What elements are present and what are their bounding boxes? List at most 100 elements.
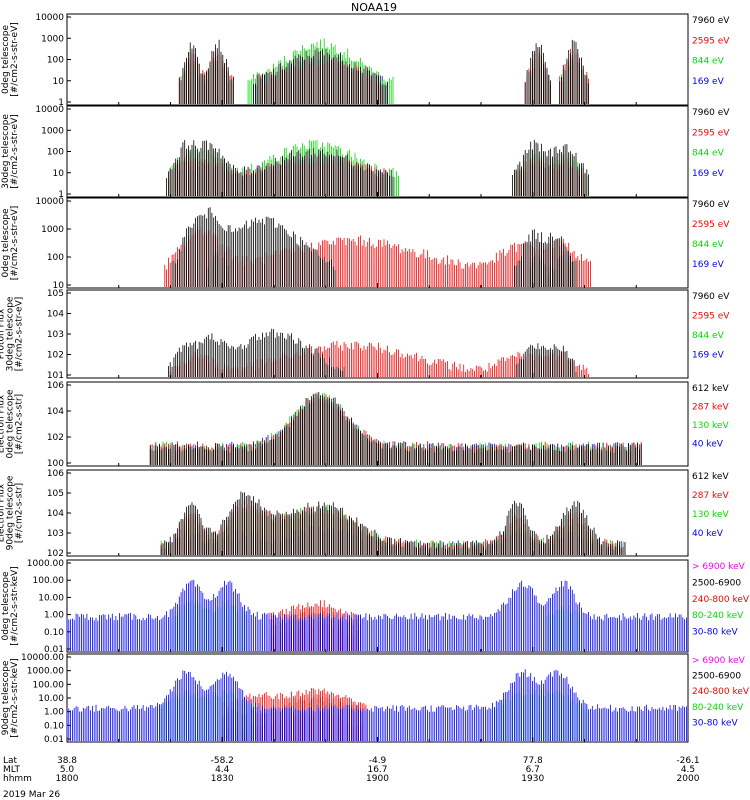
series-7960-ev — [178, 39, 589, 104]
legend-7960-ev: 7960 eV — [692, 200, 730, 210]
y-tick-label: 1000.00 — [27, 559, 64, 569]
panel-3: 10000 1000 100 10 Proton Flux0deg telescope[… — [0, 197, 730, 291]
legend-169-ev: 169 eV — [692, 351, 725, 361]
axis-tick-value: 1800 — [56, 774, 79, 784]
panel-5: 106 104 102 100 MEPEDElectron Flux0deg teles… — [0, 381, 729, 469]
axis-tick-value: 38.8 — [57, 756, 77, 766]
y-tick-label: 105 — [47, 289, 64, 299]
y-tick-label: 0.10 — [44, 721, 64, 731]
y-axis-label: MEPEDElectron Flux0deg telescope[#/cm2-s… — [0, 389, 25, 459]
y-tick-label: 1000 — [41, 126, 64, 136]
legend-40-kev: 40 keV — [692, 440, 724, 450]
y-tick-label: 102 — [47, 433, 64, 443]
y-tick-label: 102 — [47, 351, 64, 361]
y-tick-label: 104 — [47, 407, 64, 417]
y-tick-label: 0.01 — [44, 645, 64, 655]
y-axis-label: TEDProton Flux30deg telescope[#/cm2-s-st… — [0, 296, 25, 371]
y-tick-label: 10 — [53, 169, 65, 179]
legend-240-800-kev: 240-800 keV — [692, 687, 750, 697]
panel-frame — [66, 559, 689, 653]
legend-30-80-kev: 30-80 keV — [692, 628, 738, 638]
y-tick-label: 104 — [47, 509, 64, 519]
y-tick-label: 1000 — [41, 34, 64, 44]
axis-tick-value: 4.4 — [215, 765, 230, 775]
y-tick-label: 100 — [47, 253, 64, 263]
y-tick-label: 1 — [58, 98, 64, 108]
axis-tick-value: 1830 — [211, 774, 234, 784]
y-tick-label: 10000 — [35, 197, 64, 207]
legend-169-ev: 169 eV — [692, 260, 725, 270]
panel-6: 106 105 104 103 102 MEPEDElectron Flux90deg t… — [0, 469, 729, 559]
legend-7960-ev: 7960 eV — [692, 292, 730, 302]
panel-frame — [66, 105, 689, 198]
y-tick-label: 100.00 — [33, 680, 65, 690]
panel-1: 10000 1000 100 10 1 Electron Flux0deg telesco… — [0, 13, 730, 108]
y-axis-label: Proton Flux0deg telescope[#/cm2-s-str-eV… — [0, 206, 20, 281]
series-844-ev — [168, 140, 588, 196]
y-tick-label: 10000 — [35, 105, 64, 115]
legend-80-240-kev: 80-240 keV — [692, 703, 744, 713]
legend-7960-ev: 7960 eV — [692, 16, 730, 26]
y-tick-label: 10.00 — [38, 593, 64, 603]
legend-844-ev: 844 eV — [692, 331, 725, 341]
panel-frame — [66, 653, 689, 743]
y-tick-label: 103 — [47, 529, 64, 539]
y-tick-label: 1 — [58, 190, 64, 200]
legend-287-kev: 287 keV — [692, 403, 729, 413]
series-287-kev — [149, 392, 642, 465]
panels-group: 10000 1000 100 10 1 Electron Flux0deg telesco… — [0, 13, 750, 745]
y-tick-label: 0.01 — [44, 735, 64, 745]
legend-2595-ev: 2595 eV — [692, 36, 730, 46]
series-612-kev — [160, 491, 626, 555]
legend-2595-ev: 2595 eV — [692, 128, 730, 138]
legend-612-kev: 612 keV — [692, 472, 729, 482]
legend-40-kev: 40 keV — [692, 529, 724, 539]
axis-tick-value: -26.1 — [676, 756, 699, 766]
legend-2595-ev: 2595 eV — [692, 220, 730, 230]
legend-844-ev: 844 eV — [692, 240, 725, 250]
y-tick-label: 100.00 — [33, 576, 65, 586]
legend-169-ev: 169 eV — [692, 77, 725, 87]
y-tick-label: 10.00 — [38, 694, 64, 704]
y-tick-label: 105 — [47, 489, 64, 499]
y-tick-label: 10 — [53, 77, 65, 87]
axis-tick-value: 5.0 — [60, 765, 75, 775]
panel-7: 1000.00 100.00 10.00 1.00 0.10 0.01 Proton Flu… — [0, 559, 750, 655]
legend-130-kev: 130 keV — [692, 421, 729, 431]
y-tick-label: 100 — [47, 148, 64, 158]
series-30-80-kev — [66, 579, 687, 651]
legend--6900-kev: > 6900 keV — [692, 656, 746, 666]
series-80-240-kev — [157, 689, 588, 741]
axis-tick-value: 16.7 — [367, 765, 387, 775]
y-axis-label: Electron Flux0deg telescope[#/cm2-s-str-… — [0, 22, 20, 97]
y-tick-label: 0.10 — [44, 628, 64, 638]
axis-tick-value: -58.2 — [211, 756, 234, 766]
series-169-ev — [206, 253, 575, 287]
axis-row-label: Lat — [3, 756, 18, 766]
y-axis-label: Proton Flux0deg telescope[#/cm2-s-str-ke… — [0, 566, 20, 645]
series-2595-ev — [169, 340, 589, 377]
panel-frame — [66, 381, 689, 467]
legend-169-ev: 169 eV — [692, 169, 725, 179]
y-tick-label: 100 — [47, 56, 64, 66]
y-tick-label: 100 — [47, 459, 64, 469]
panel-frame — [66, 13, 689, 106]
panel-2: 10000 1000 100 10 1 Electron Flux30deg telesc… — [0, 105, 730, 200]
figure-title: NOAA19 — [351, 1, 397, 14]
y-tick-label: 103 — [47, 330, 64, 340]
y-tick-label: 1000.00 — [27, 667, 64, 677]
legend-7960-ev: 7960 eV — [692, 108, 730, 118]
legend-844-ev: 844 eV — [692, 149, 725, 159]
series-7960-ev — [168, 328, 577, 377]
series-40-kev — [149, 396, 642, 465]
axis-tick-value: 1930 — [521, 774, 544, 784]
legend-2595-ev: 2595 eV — [692, 312, 730, 322]
panel-frame — [66, 289, 689, 379]
axis-row-label: hhmm — [3, 774, 32, 784]
legend-2500-6900: 2500-6900 — [692, 672, 741, 682]
legend-30-80-kev: 30-80 keV — [692, 718, 738, 728]
y-axis-label: Electron Flux30deg telescope[#/cm2-s-str… — [0, 114, 20, 189]
y-tick-label: 10000 — [35, 13, 64, 23]
